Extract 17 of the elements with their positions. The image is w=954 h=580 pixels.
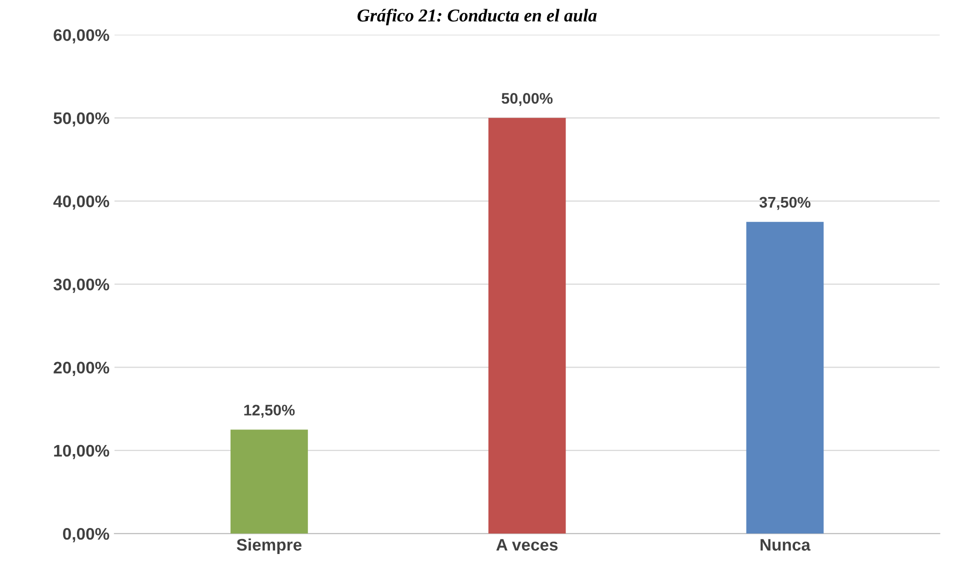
- y-tick-label: 60,00%: [54, 29, 110, 44]
- y-tick-label: 10,00%: [54, 444, 110, 460]
- data-label: 12,50%: [244, 404, 295, 418]
- bar: [746, 222, 824, 534]
- y-tick-label: 50,00%: [54, 112, 110, 127]
- y-tick-label: 20,00%: [54, 362, 110, 376]
- y-tick-label: 0,00%: [63, 528, 110, 542]
- x-tick-label: Siempre: [236, 538, 302, 554]
- data-label: 37,50%: [759, 196, 810, 210]
- y-tick-label: 40,00%: [53, 195, 110, 210]
- chart-title: Gráfico 21: Conducta en el aula: [358, 8, 597, 26]
- bar: [488, 118, 566, 534]
- data-label: 50,00%: [502, 92, 553, 106]
- x-tick-label: Nunca: [760, 539, 811, 551]
- x-tick-label: A veces: [496, 539, 558, 551]
- y-tick-label: 30,00%: [53, 278, 110, 293]
- bar: [230, 430, 308, 534]
